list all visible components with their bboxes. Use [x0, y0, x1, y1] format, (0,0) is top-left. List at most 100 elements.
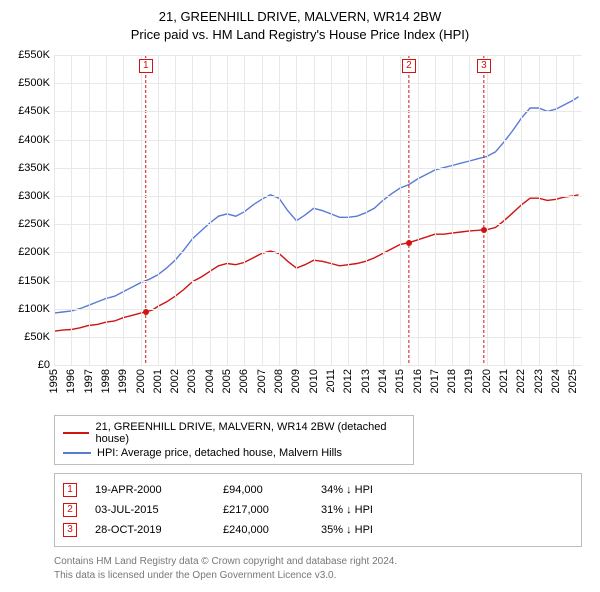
gridline-v [244, 55, 245, 365]
gridline-v [452, 55, 453, 365]
gridline-v [141, 55, 142, 365]
event-number-badge: 1 [63, 483, 77, 497]
x-tick-label: 2025 [567, 369, 579, 393]
y-tick-label: £250K [10, 218, 50, 230]
gridline-h [54, 337, 582, 338]
gridline-v [331, 55, 332, 365]
event-date: 03-JUL-2015 [95, 504, 205, 516]
gridline-v [469, 55, 470, 365]
footer-line-1: Contains HM Land Registry data © Crown c… [54, 555, 582, 569]
x-tick-label: 1997 [83, 369, 95, 393]
gridline-v [54, 55, 55, 365]
event-row: 1 19-APR-2000 £94,000 34% ↓ HPI [63, 480, 573, 500]
gridline-v [539, 55, 540, 365]
x-tick-label: 2023 [533, 369, 545, 393]
x-tick-label: 2016 [412, 369, 424, 393]
y-tick-label: £50K [10, 331, 50, 343]
gridline-v [314, 55, 315, 365]
legend-swatch [63, 432, 89, 434]
event-date: 19-APR-2000 [95, 484, 205, 496]
event-date: 28-OCT-2019 [95, 524, 205, 536]
gridline-h [54, 83, 582, 84]
y-tick-label: £500K [10, 77, 50, 89]
x-tick-label: 2017 [429, 369, 441, 393]
footer-line-2: This data is licensed under the Open Gov… [54, 569, 582, 583]
event-marker-point [406, 240, 412, 246]
event-marker-badge: 2 [402, 59, 416, 73]
gridline-h [54, 309, 582, 310]
x-tick-label: 2013 [360, 369, 372, 393]
legend: 21, GREENHILL DRIVE, MALVERN, WR14 2BW (… [54, 415, 414, 465]
x-tick-label: 2008 [273, 369, 285, 393]
event-row: 203-JUL-2015£217,00031% ↓ HPI [63, 500, 573, 520]
gridline-h [54, 365, 582, 366]
line-series-svg [54, 55, 582, 365]
y-tick-label: £200K [10, 246, 50, 258]
event-delta: 34% ↓ HPI [321, 484, 373, 496]
y-tick-label: £150K [10, 275, 50, 287]
gridline-h [54, 140, 582, 141]
gridline-h [54, 281, 582, 282]
gridline-v [227, 55, 228, 365]
x-tick-label: 2021 [498, 369, 510, 393]
series-property [54, 195, 579, 331]
event-delta: 35% ↓ HPI [321, 524, 373, 536]
x-tick-label: 2019 [463, 369, 475, 393]
gridline-v [504, 55, 505, 365]
x-tick-label: 2012 [342, 369, 354, 393]
chart-area: 123 £0£50K£100K£150K£200K£250K£300K£350K… [10, 49, 590, 409]
gridline-v [89, 55, 90, 365]
x-tick-label: 2007 [256, 369, 268, 393]
event-delta: 31% ↓ HPI [321, 504, 373, 516]
legend-label: HPI: Average price, detached house, Malv… [97, 447, 342, 459]
legend-row: HPI: Average price, detached house, Malv… [63, 446, 405, 460]
gridline-v [418, 55, 419, 365]
x-tick-label: 2015 [394, 369, 406, 393]
gridline-v [71, 55, 72, 365]
gridline-v [210, 55, 211, 365]
x-tick-label: 1999 [117, 369, 129, 393]
events-table: 119-APR-2000£94,00034% ↓ HPI203-JUL-2015… [54, 473, 582, 547]
title-line-2: Price paid vs. HM Land Registry's House … [10, 26, 590, 44]
gridline-v [279, 55, 280, 365]
event-price: £94,000 [223, 484, 303, 496]
y-tick-label: £350K [10, 162, 50, 174]
x-tick-label: 2000 [135, 369, 147, 393]
x-tick-label: 2020 [481, 369, 493, 393]
gridline-v [556, 55, 557, 365]
x-tick-label: 2024 [550, 369, 562, 393]
gridline-v [521, 55, 522, 365]
legend-swatch [63, 452, 91, 454]
y-tick-label: £550K [10, 49, 50, 61]
y-tick-label: £450K [10, 105, 50, 117]
plot-area: 123 [54, 55, 582, 365]
gridline-v [158, 55, 159, 365]
y-tick-label: £0 [10, 359, 50, 371]
event-number-badge: 3 [63, 523, 77, 537]
gridline-h [54, 196, 582, 197]
legend-label: 21, GREENHILL DRIVE, MALVERN, WR14 2BW (… [95, 421, 405, 445]
x-tick-label: 2014 [377, 369, 389, 393]
x-tick-label: 1998 [100, 369, 112, 393]
event-marker-badge: 1 [139, 59, 153, 73]
gridline-v [487, 55, 488, 365]
x-tick-label: 2018 [446, 369, 458, 393]
y-tick-label: £100K [10, 303, 50, 315]
gridline-h [54, 168, 582, 169]
x-tick-label: 2005 [221, 369, 233, 393]
title-line-1: 21, GREENHILL DRIVE, MALVERN, WR14 2BW [10, 8, 590, 26]
gridline-v [348, 55, 349, 365]
x-tick-label: 2004 [204, 369, 216, 393]
x-tick-label: 2010 [308, 369, 320, 393]
gridline-v [192, 55, 193, 365]
event-price: £217,000 [223, 504, 303, 516]
x-tick-label: 2002 [169, 369, 181, 393]
gridline-h [54, 55, 582, 56]
x-tick-label: 2009 [290, 369, 302, 393]
event-marker-point [143, 309, 149, 315]
gridline-v [262, 55, 263, 365]
x-tick-label: 2006 [238, 369, 250, 393]
title-block: 21, GREENHILL DRIVE, MALVERN, WR14 2BW P… [10, 8, 590, 43]
gridline-h [54, 252, 582, 253]
x-tick-label: 2003 [186, 369, 198, 393]
